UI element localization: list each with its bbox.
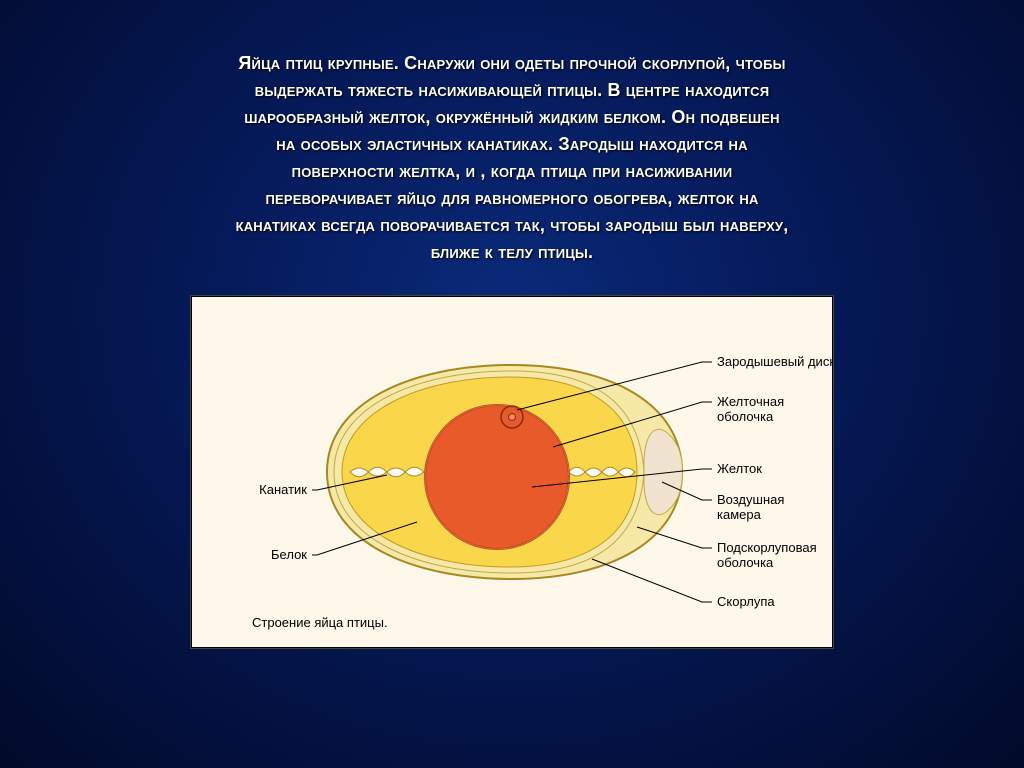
egg-svg: Канатик Белок Зародышевый диск Желточнаяобо… bbox=[192, 297, 832, 647]
svg-text:Строение яйца птицы.: Строение яйца птицы. bbox=[252, 615, 388, 630]
title-line-5: переворачивает яйцо для равномерного обо… bbox=[265, 188, 758, 208]
svg-text:Белок: Белок bbox=[271, 547, 307, 562]
svg-text:Воздушнаякамера: Воздушнаякамера bbox=[717, 492, 784, 522]
svg-text:Подскорлуповаяоболочка: Подскорлуповаяоболочка bbox=[717, 540, 817, 570]
svg-text:Скорлупа: Скорлупа bbox=[717, 594, 775, 609]
title-line-1: выдержать тяжесть насиживающей птицы. В … bbox=[255, 80, 770, 100]
diagram-container: Канатик Белок Зародышевый диск Желточнаяобо… bbox=[70, 296, 954, 728]
svg-text:Желточнаяоболочка: Желточнаяоболочка bbox=[717, 394, 784, 424]
title-line-7: ближе к телу птицы. bbox=[431, 242, 593, 262]
title-line-0: Яйца птиц крупные. Снаружи они одеты про… bbox=[238, 53, 785, 73]
slide: Яйца птиц крупные. Снаружи они одеты про… bbox=[0, 0, 1024, 768]
svg-text:Желток: Желток bbox=[717, 461, 762, 476]
title-line-2: шарообразный желток, окружённый жидким б… bbox=[244, 107, 779, 127]
title-line-3: на особых эластичных канатиках. Зародыш … bbox=[276, 134, 747, 154]
title-text: Яйца птиц крупные. Снаружи они одеты про… bbox=[70, 50, 954, 266]
svg-text:Канатик: Канатик bbox=[259, 482, 307, 497]
egg-diagram: Канатик Белок Зародышевый диск Желточнаяобо… bbox=[191, 296, 833, 648]
title-line-6: канатиках всегда поворачивается так, что… bbox=[236, 215, 789, 235]
svg-text:Зародышевый диск: Зародышевый диск bbox=[717, 354, 832, 369]
title-line-4: поверхности желтка, и , когда птица при … bbox=[292, 161, 733, 181]
